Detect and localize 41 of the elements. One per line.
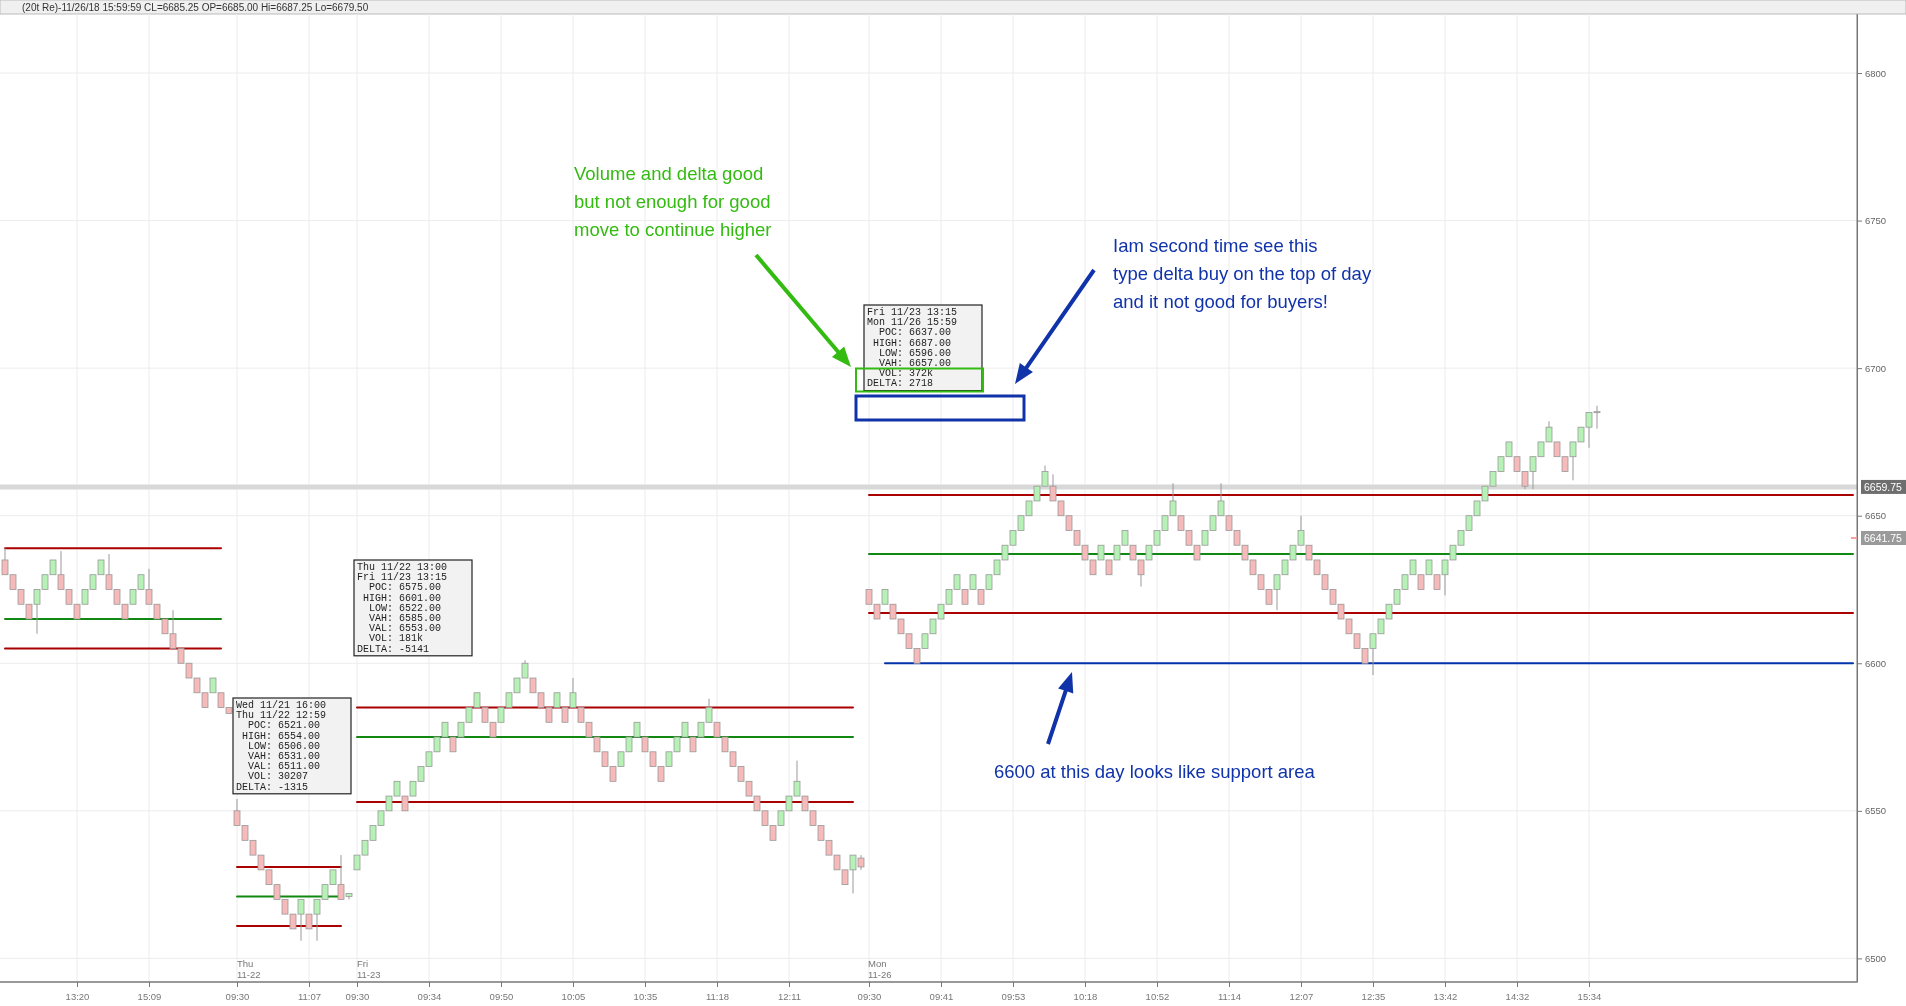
x-tick-label: 12:35	[1361, 991, 1386, 1003]
annotation: Volume and delta good but not enough for good move to continue higher	[574, 163, 772, 240]
y-tick-label: 6800	[1865, 67, 1887, 79]
x-tick-label: 11:07	[297, 991, 322, 1003]
y-tick-label: 6750	[1865, 215, 1887, 227]
chart-title: (20t Re)-11/26/18 15:59:59 CL=6685.25 OP=6685.00 Hi=6687.25 Lo=6679.50	[22, 1, 369, 13]
y-tick-label: 6650	[1865, 510, 1887, 522]
x-tick-label: 12:11	[777, 991, 802, 1003]
y-tick-label: 6600	[1865, 657, 1887, 669]
annotation: Mon 11-26	[868, 958, 892, 980]
x-tick-label: 09:53	[1001, 991, 1026, 1003]
annotation: Fri 11-23	[357, 958, 381, 980]
x-tick-label: 09:34	[417, 991, 442, 1003]
x-tick-label: 14:32	[1505, 991, 1530, 1003]
x-tick-label: 09:30	[857, 991, 882, 1003]
x-tick-label: 10:18	[1073, 991, 1098, 1003]
x-tick-label: 11:14	[1217, 991, 1242, 1003]
x-tick-label: 10:52	[1145, 991, 1170, 1003]
x-tick-label: 15:34	[1577, 991, 1602, 1003]
x-tick-label: 10:05	[561, 991, 586, 1003]
x-tick-label: 11:18	[705, 991, 730, 1003]
x-tick-label: 15:09	[137, 991, 162, 1003]
y-tick-label: 6550	[1865, 805, 1887, 817]
annotation: Thu 11-22	[237, 958, 261, 980]
y-tick-label: 6500	[1865, 952, 1887, 964]
y-tick-label: 6700	[1865, 362, 1887, 374]
x-tick-label: 12:07	[1289, 991, 1314, 1003]
x-tick-label: 09:30	[225, 991, 250, 1003]
text: Thu 11/22 13:00 Fri 11/23 13:15 POC: 6575.00 HIGH: 6601.00 LOW: 6522.00 VAH: 6585.00 VAL: 6553.00 VOL: 181k DELTA: -5141	[357, 562, 448, 655]
annotation: 6600 at this day looks like support area	[994, 761, 1316, 782]
x-tick-label: 09:30	[345, 991, 370, 1003]
x-tick-label: 09:41	[929, 991, 954, 1003]
annotation: Iam second time see this type delta buy on the top of day and it not good for buyers!	[1113, 235, 1372, 312]
text: Wed 11/21 16:00 Thu 11/22 12:59 POC: 6521.00 HIGH: 6554.00 LOW: 6506.00 VAH: 6531.00 VAL: 6511.00 VOL: 30207 DELTA: -1315	[236, 700, 327, 793]
x-tick-label: 09:50	[489, 991, 514, 1003]
x-tick-label: 10:35	[633, 991, 658, 1003]
x-tick-label: 13:42	[1433, 991, 1458, 1003]
ref-line-label: 6659.75	[1864, 480, 1903, 493]
annotation: Fri 11/23 13:15 Mon 11/26 15:59 POC: 6637.00 HIGH: 6687.00 LOW: 6596.00 VAH: 6657.00 VOL: 372k DELTA: 2718	[867, 307, 958, 390]
x-tick-label: 13:20	[65, 991, 90, 1003]
text: 6641.75	[1864, 532, 1903, 544]
